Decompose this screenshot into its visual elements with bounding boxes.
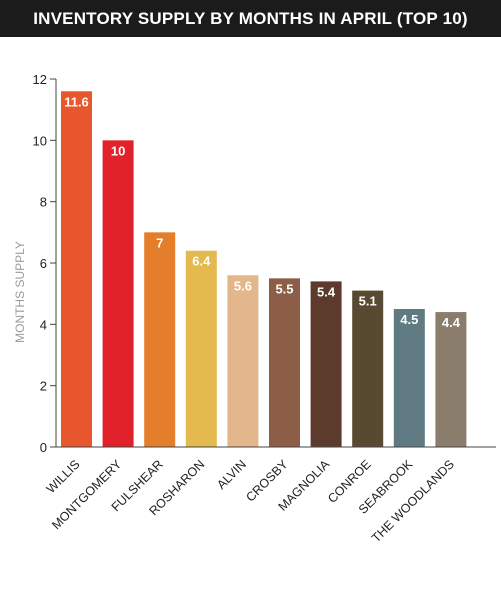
y-tick-label: 8 [40, 195, 47, 210]
bar-willis [61, 91, 92, 447]
y-tick-label: 12 [33, 72, 47, 87]
bar-value-label: 5.4 [317, 284, 336, 299]
y-tick-label: 0 [40, 440, 47, 455]
chart-title: INVENTORY SUPPLY BY MONTHS IN APRIL (TOP… [33, 8, 468, 28]
bar-crosby [269, 278, 300, 447]
y-tick-label: 6 [40, 256, 47, 271]
bar-value-label: 6.4 [192, 254, 211, 269]
x-tick-label: WILLIS [44, 457, 83, 496]
bar-the-woodlands [435, 312, 467, 447]
bar-seabrook [393, 309, 425, 447]
bar-conroe [352, 290, 384, 447]
title-bar: INVENTORY SUPPLY BY MONTHS IN APRIL (TOP… [0, 0, 501, 37]
bar-rosharon [185, 250, 217, 447]
bar-value-label: 5.5 [275, 281, 293, 296]
y-axis-label: MONTHS SUPPLY [13, 241, 27, 343]
bar-value-label: 4.5 [400, 312, 418, 327]
bar-value-label: 5.6 [234, 278, 252, 293]
bar-value-label: 10 [111, 143, 125, 158]
y-tick-label: 10 [33, 133, 47, 148]
bar-chart: MONTHS SUPPLY 0 2 4 6 8 10 12 11.6 10 7 6.4 5.6 5.5… [13, 72, 496, 545]
bar-value-label: 11.6 [64, 94, 89, 109]
bar-fulshear [144, 232, 176, 447]
x-tick-label: ALVIN [214, 457, 249, 492]
bar-value-label: 7 [156, 235, 163, 250]
bar-montgomery [102, 140, 134, 447]
bar-value-label: 5.1 [359, 294, 377, 309]
y-tick-label: 2 [40, 379, 47, 394]
bar-value-label: 4.4 [442, 315, 461, 330]
bar-alvin [227, 275, 259, 447]
x-tick-label: THE WOODLANDS [369, 457, 457, 545]
y-tick-label: 4 [40, 317, 47, 332]
bar-magnolia [310, 281, 342, 447]
